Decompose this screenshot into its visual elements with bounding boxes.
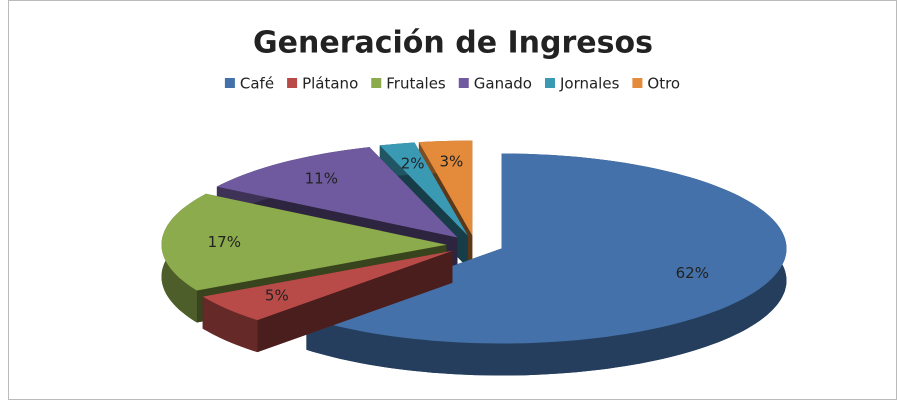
legend-label: Jornales <box>559 75 620 93</box>
legend-swatch <box>544 78 555 88</box>
legend-item: Otro <box>632 75 680 93</box>
pie-slice <box>202 250 453 353</box>
legend-label: Café <box>240 75 274 93</box>
legend-swatch <box>371 78 382 88</box>
data-label: 5% <box>265 287 289 305</box>
legend-item: Frutales <box>371 75 446 93</box>
slice-rim <box>306 153 787 376</box>
legend-item: Ganado <box>458 75 532 93</box>
slice-top <box>216 147 458 238</box>
data-label: 3% <box>439 152 463 170</box>
data-label: 17% <box>208 233 241 251</box>
chart-title: Generación de Ingresos <box>253 26 653 61</box>
legend-label: Plátano <box>302 75 358 93</box>
slice-top <box>379 142 468 236</box>
legend-swatch <box>224 78 235 88</box>
legend-label: Ganado <box>474 75 532 93</box>
legend-item: Jornales <box>544 75 620 93</box>
legend-swatch <box>287 78 298 88</box>
legend-swatch <box>632 78 643 88</box>
slice-top <box>161 193 447 291</box>
slice-top <box>306 153 787 344</box>
slice-top <box>202 250 453 321</box>
data-label: 62% <box>676 264 709 282</box>
slice-top <box>418 140 473 236</box>
legend-label: Otro <box>647 75 680 93</box>
legend-item: Plátano <box>287 75 358 93</box>
data-label: 2% <box>401 155 425 173</box>
data-label: 11% <box>305 169 338 187</box>
legend-label: Frutales <box>386 75 446 93</box>
slice-rim <box>202 296 258 353</box>
legend-swatch <box>458 78 469 88</box>
legend-item: Café <box>224 75 274 93</box>
